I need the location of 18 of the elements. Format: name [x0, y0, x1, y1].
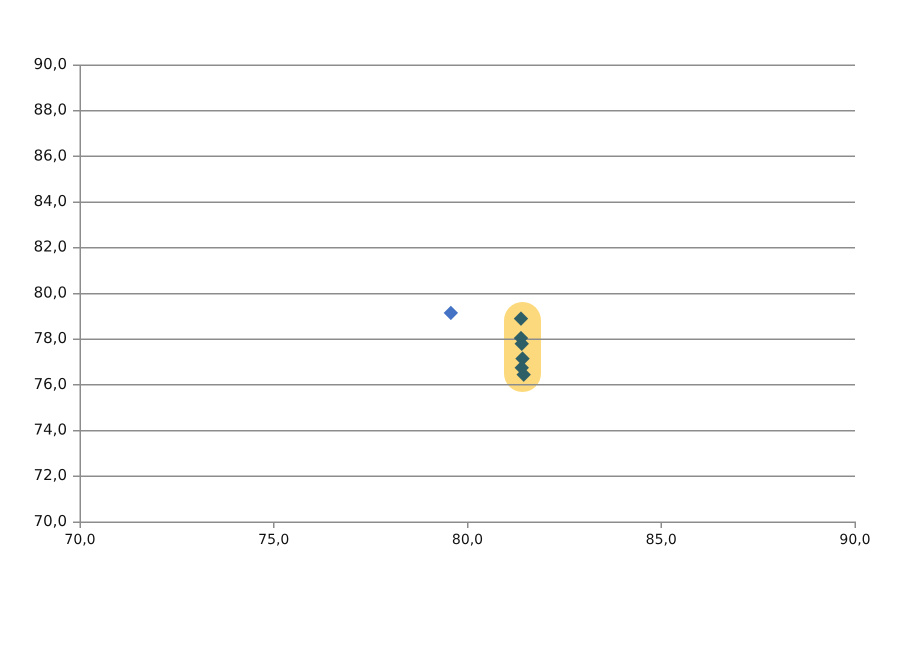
y-tick-label: 70,0 — [34, 512, 67, 530]
y-tick-label: 88,0 — [34, 100, 67, 119]
point — [444, 306, 458, 320]
point — [514, 312, 528, 326]
x-tick-label: 70,0 — [64, 532, 96, 548]
y-tick-label: 72,0 — [34, 466, 67, 484]
x-tick-label: 90,0 — [839, 532, 871, 548]
x-tick-label: 75,0 — [258, 532, 290, 548]
y-tick-label: 84,0 — [34, 192, 67, 210]
y-tick-label: 82,0 — [34, 238, 67, 256]
y-tick-label: 78,0 — [34, 329, 67, 348]
y-tick-label: 86,0 — [34, 146, 67, 164]
y-tick-label: 90,0 — [34, 54, 67, 73]
x-tick-label: 80,0 — [452, 532, 484, 548]
x-tick-label: 85,0 — [646, 532, 677, 548]
y-tick-label: 74,0 — [34, 420, 67, 438]
y-tick-label: 76,0 — [34, 374, 67, 393]
y-tick-label: 80,0 — [34, 283, 67, 302]
